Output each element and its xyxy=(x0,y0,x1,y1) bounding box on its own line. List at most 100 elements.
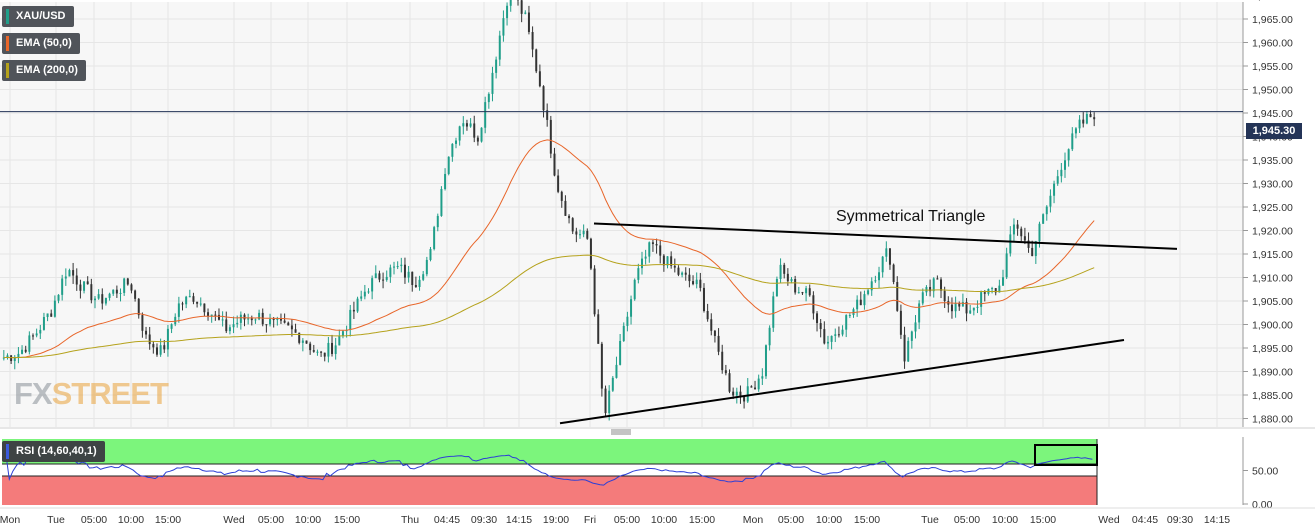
candle-body xyxy=(834,334,837,336)
legend-symbol-chip[interactable]: XAU/USD xyxy=(2,6,74,27)
candle-body xyxy=(578,234,581,236)
candle-body xyxy=(487,93,490,103)
candle-body xyxy=(779,264,782,279)
candle-body xyxy=(137,298,140,316)
candle-body xyxy=(265,324,268,326)
candle-body xyxy=(633,279,636,300)
candle-body xyxy=(557,175,560,192)
candle-body xyxy=(761,376,764,379)
candle-body xyxy=(199,303,202,305)
candle-body xyxy=(640,258,643,269)
legend-ema50-chip[interactable]: EMA (50,0) xyxy=(2,33,80,54)
y-tick-label: 1,930.00 xyxy=(1252,179,1293,191)
candle-body xyxy=(586,230,589,239)
candle-body xyxy=(422,274,425,280)
candle-body xyxy=(546,110,549,120)
candle-body xyxy=(465,123,468,127)
candle-body xyxy=(870,281,873,291)
candle-body xyxy=(396,266,399,268)
candle-body xyxy=(258,312,261,320)
candle-body xyxy=(243,314,246,320)
candle-body xyxy=(619,340,622,365)
candle-body xyxy=(1089,114,1092,118)
candle-body xyxy=(630,299,633,317)
x-tick-label: 10:00 xyxy=(992,514,1018,526)
candle-body xyxy=(589,238,592,269)
candle-body xyxy=(972,307,975,311)
pane-resize-handle[interactable] xyxy=(611,429,631,435)
candle-body xyxy=(648,242,651,257)
candle-body xyxy=(411,271,414,286)
candle-body xyxy=(403,264,406,278)
legend-ema200-chip[interactable]: EMA (200,0) xyxy=(2,60,86,81)
candle-body xyxy=(356,298,359,312)
candle-body xyxy=(407,271,410,278)
candle-body xyxy=(692,281,695,285)
triangle-upper-line xyxy=(593,222,1178,250)
x-tick-label: 10:00 xyxy=(295,514,321,526)
candle-body xyxy=(436,215,439,228)
ema200-line xyxy=(3,254,1095,359)
candle-body xyxy=(312,350,315,352)
candle-body xyxy=(899,310,902,335)
candle-body xyxy=(236,322,239,325)
triangle-lower-line xyxy=(559,339,1125,425)
y-tick-label: 1,970.00 xyxy=(1252,0,1293,3)
candle-body xyxy=(702,287,705,311)
x-tick-label: 19:00 xyxy=(543,514,569,526)
x-tick-label: 05:00 xyxy=(81,514,107,526)
candle-body xyxy=(775,278,778,297)
candle-body xyxy=(695,279,698,285)
candle-body xyxy=(1064,160,1067,170)
candle-body xyxy=(914,322,917,332)
candle-body xyxy=(440,189,443,216)
candle-body xyxy=(331,342,334,354)
candle-body xyxy=(119,292,122,294)
candle-body xyxy=(936,278,939,280)
candle-body xyxy=(564,200,567,216)
candle-body xyxy=(371,278,374,292)
candle-body xyxy=(196,301,199,304)
candle-body xyxy=(626,316,629,326)
candle-body xyxy=(166,328,169,350)
candle-body xyxy=(651,242,654,245)
candle-body xyxy=(269,319,272,325)
candle-body xyxy=(294,329,297,333)
candle-body xyxy=(130,284,133,291)
rsi-legend-chip[interactable]: RSI (14,60,40,1) xyxy=(2,441,105,462)
candle-body xyxy=(659,245,662,256)
candle-body xyxy=(805,288,808,294)
candle-body xyxy=(826,341,829,344)
candle-body xyxy=(152,344,155,348)
candle-body xyxy=(878,272,881,281)
candle-body xyxy=(673,265,676,268)
candle-body xyxy=(797,292,800,294)
candle-body xyxy=(414,285,417,287)
candle-body xyxy=(896,282,899,311)
candle-body xyxy=(786,273,789,282)
y-tick-label: 1,945.00 xyxy=(1252,108,1293,120)
candle-body xyxy=(921,292,924,304)
candle-body xyxy=(1053,183,1056,196)
candle-body xyxy=(301,340,304,343)
candle-body xyxy=(568,215,571,219)
candle-body xyxy=(969,310,972,314)
candle-body xyxy=(681,272,684,275)
rsi-tick-label: 0.00 xyxy=(1252,499,1273,511)
candle-body xyxy=(772,296,775,328)
candle-body xyxy=(444,173,447,190)
candle-body xyxy=(535,49,538,72)
candle-body xyxy=(794,279,797,293)
candle-body xyxy=(433,227,436,250)
candle-body xyxy=(743,395,746,402)
candle-body xyxy=(1056,176,1059,184)
ema50-line xyxy=(3,139,1095,359)
candle-body xyxy=(622,325,625,341)
y-tick-label: 1,925.00 xyxy=(1252,202,1293,214)
candle-body xyxy=(473,123,476,138)
candle-body xyxy=(670,256,673,266)
candle-body xyxy=(527,12,530,33)
x-tick-label: 15:00 xyxy=(689,514,715,526)
candle-body xyxy=(28,335,31,352)
